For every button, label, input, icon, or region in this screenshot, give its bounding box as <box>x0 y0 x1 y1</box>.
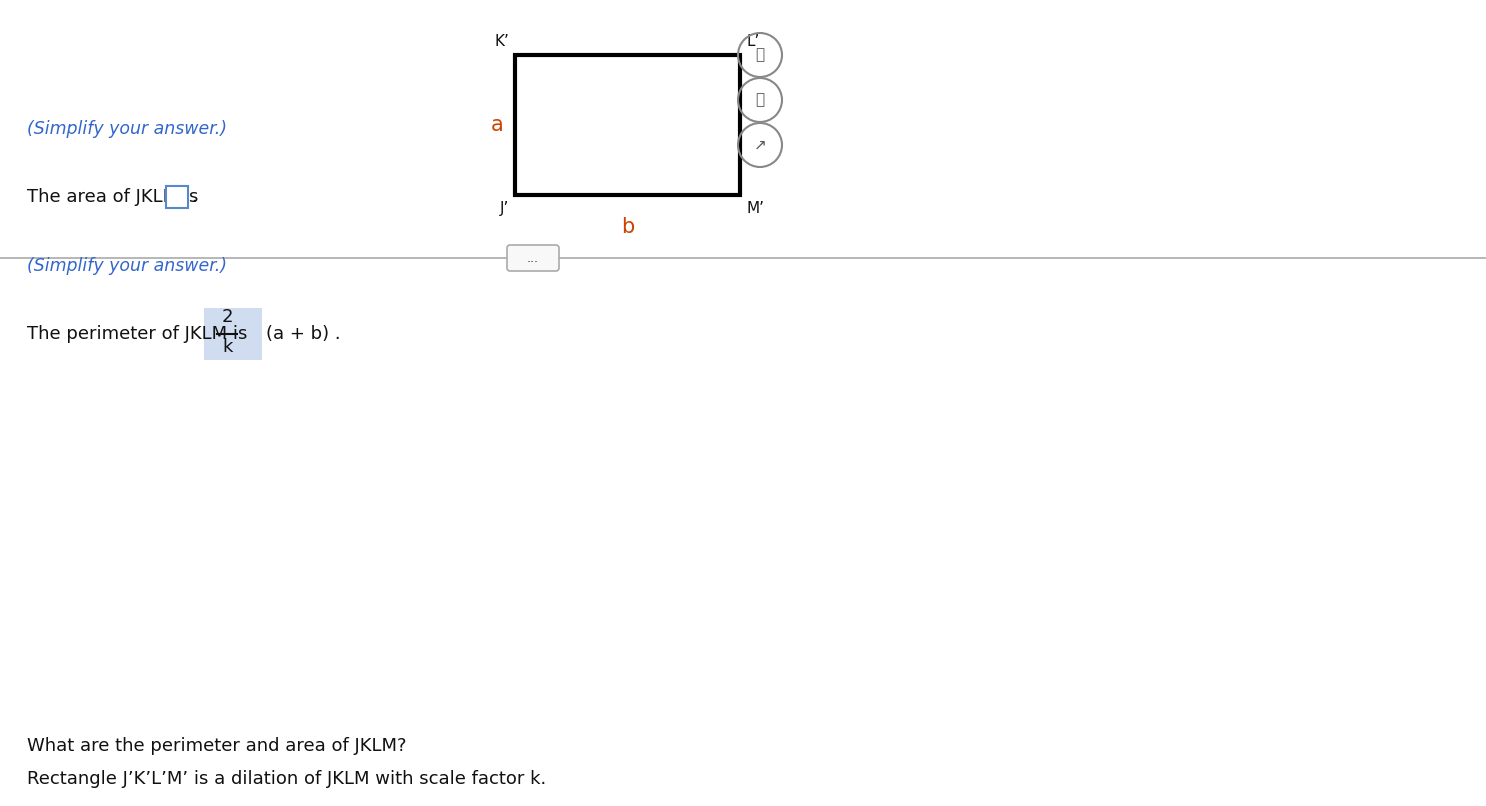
Text: The perimeter of JKLM is: The perimeter of JKLM is <box>27 326 253 343</box>
Text: 🔍: 🔍 <box>755 48 765 63</box>
Text: 2: 2 <box>221 309 233 326</box>
Text: (a + b) .: (a + b) . <box>266 326 340 343</box>
Text: k: k <box>221 339 232 356</box>
Text: ...: ... <box>528 251 539 264</box>
Text: 🔍: 🔍 <box>755 93 765 107</box>
Text: ↗: ↗ <box>753 138 767 152</box>
Text: J’: J’ <box>499 201 510 216</box>
Text: K’: K’ <box>495 34 510 49</box>
Text: a: a <box>490 115 502 135</box>
Text: (Simplify your answer.): (Simplify your answer.) <box>27 257 227 275</box>
Text: Rectangle J’K’L’M’ is a dilation of JKLM with scale factor k.: Rectangle J’K’L’M’ is a dilation of JKLM… <box>27 770 545 787</box>
Text: M’: M’ <box>746 201 764 216</box>
Text: What are the perimeter and area of JKLM?: What are the perimeter and area of JKLM? <box>27 737 406 755</box>
Text: L’: L’ <box>746 34 759 49</box>
FancyBboxPatch shape <box>507 245 559 271</box>
FancyBboxPatch shape <box>204 309 262 360</box>
Text: The area of JKLM is: The area of JKLM is <box>27 189 198 206</box>
FancyBboxPatch shape <box>165 186 187 209</box>
Bar <box>516 55 740 195</box>
Text: b: b <box>621 217 635 237</box>
Text: .: . <box>190 189 196 206</box>
Text: (Simplify your answer.): (Simplify your answer.) <box>27 120 227 138</box>
